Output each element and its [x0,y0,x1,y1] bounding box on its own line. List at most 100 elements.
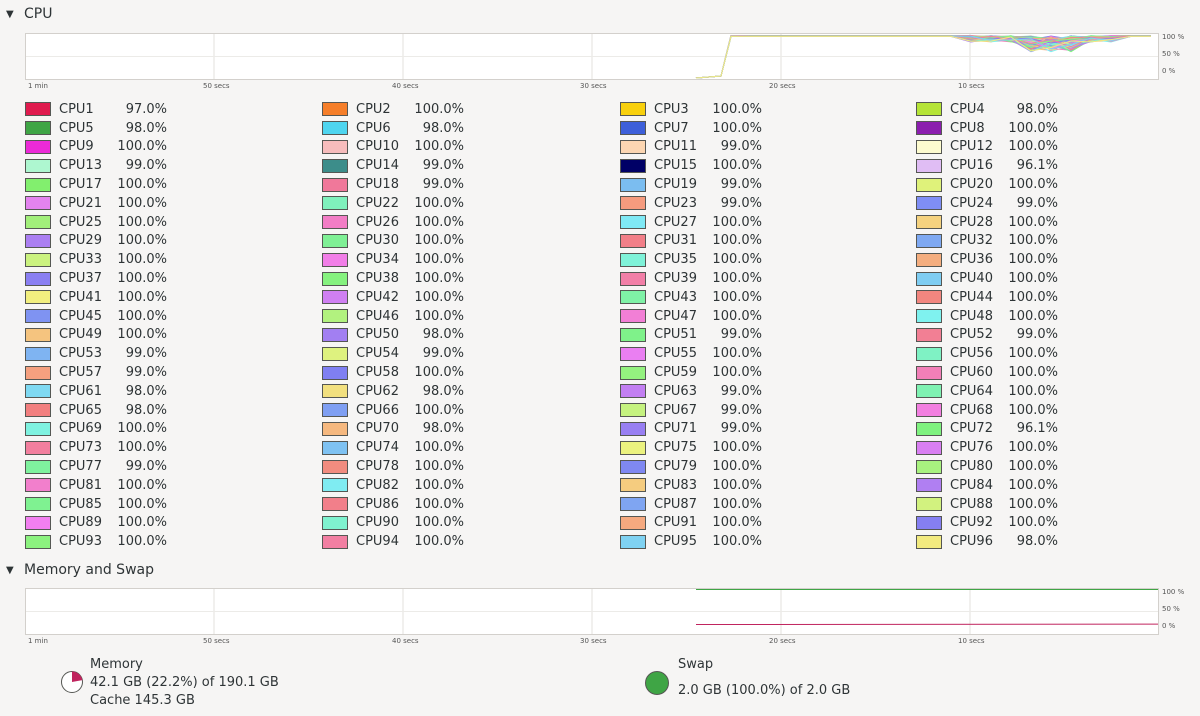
cpu-color-swatch[interactable] [620,158,646,173]
cpu-color-swatch[interactable] [322,252,348,267]
cpu-color-swatch[interactable] [322,290,348,305]
cpu-color-swatch[interactable] [25,421,51,436]
cpu-color-swatch[interactable] [25,102,51,117]
cpu-color-swatch[interactable] [25,271,51,286]
cpu-color-swatch[interactable] [916,403,942,418]
cpu-color-swatch[interactable] [322,139,348,154]
cpu-color-swatch[interactable] [25,215,51,230]
time-label: 40 secs [392,637,419,645]
cpu-color-swatch[interactable] [620,215,646,230]
cpu-color-swatch[interactable] [620,121,646,136]
cpu-color-swatch[interactable] [25,534,51,549]
cpu-color-swatch[interactable] [620,233,646,248]
cpu-color-swatch[interactable] [25,252,51,267]
cpu-color-swatch[interactable] [25,497,51,512]
cpu-color-swatch[interactable] [322,459,348,474]
cpu-color-swatch[interactable] [916,384,942,399]
cpu-color-swatch[interactable] [25,478,51,493]
cpu-color-swatch[interactable] [916,534,942,549]
cpu-color-swatch[interactable] [620,346,646,361]
cpu-color-swatch[interactable] [25,290,51,305]
cpu-color-swatch[interactable] [620,177,646,192]
cpu-color-swatch[interactable] [322,177,348,192]
cpu-color-swatch[interactable] [916,177,942,192]
cpu-color-swatch[interactable] [916,440,942,455]
cpu-color-swatch[interactable] [25,403,51,418]
cpu-color-swatch[interactable] [916,478,942,493]
cpu-color-swatch[interactable] [620,309,646,324]
cpu-color-swatch[interactable] [620,478,646,493]
cpu-color-swatch[interactable] [322,102,348,117]
cpu-color-swatch[interactable] [916,121,942,136]
cpu-color-swatch[interactable] [322,346,348,361]
cpu-color-swatch[interactable] [25,196,51,211]
cpu-color-swatch[interactable] [916,252,942,267]
cpu-color-swatch[interactable] [322,515,348,530]
cpu-color-swatch[interactable] [322,365,348,380]
cpu-color-swatch[interactable] [620,497,646,512]
cpu-color-swatch[interactable] [916,459,942,474]
cpu-color-swatch[interactable] [916,233,942,248]
cpu-color-swatch[interactable] [620,515,646,530]
cpu-color-swatch[interactable] [916,515,942,530]
cpu-color-swatch[interactable] [25,384,51,399]
cpu-color-swatch[interactable] [25,515,51,530]
cpu-color-swatch[interactable] [322,403,348,418]
cpu-color-swatch[interactable] [620,440,646,455]
cpu-color-swatch[interactable] [25,327,51,342]
cpu-color-swatch[interactable] [916,327,942,342]
cpu-color-swatch[interactable] [25,459,51,474]
cpu-color-swatch[interactable] [916,365,942,380]
cpu-color-swatch[interactable] [620,327,646,342]
cpu-color-swatch[interactable] [322,215,348,230]
cpu-color-swatch[interactable] [620,534,646,549]
cpu-color-swatch[interactable] [916,102,942,117]
cpu-section-toggle[interactable]: ▼ CPU [6,4,52,24]
cpu-color-swatch[interactable] [620,421,646,436]
cpu-color-swatch[interactable] [322,271,348,286]
cpu-color-swatch[interactable] [916,196,942,211]
cpu-color-swatch[interactable] [916,158,942,173]
cpu-color-swatch[interactable] [25,139,51,154]
cpu-color-swatch[interactable] [916,421,942,436]
cpu-color-swatch[interactable] [322,327,348,342]
cpu-legend-item: CPU40 100.0% [916,269,1058,288]
cpu-color-swatch[interactable] [322,534,348,549]
cpu-color-swatch[interactable] [25,233,51,248]
memory-section-toggle[interactable]: ▼ Memory and Swap [6,560,154,580]
cpu-color-swatch[interactable] [322,309,348,324]
cpu-color-swatch[interactable] [620,403,646,418]
cpu-color-swatch[interactable] [322,478,348,493]
cpu-color-swatch[interactable] [916,346,942,361]
cpu-color-swatch[interactable] [322,158,348,173]
cpu-color-swatch[interactable] [620,384,646,399]
cpu-color-swatch[interactable] [25,177,51,192]
cpu-color-swatch[interactable] [916,215,942,230]
cpu-color-swatch[interactable] [916,139,942,154]
cpu-color-swatch[interactable] [322,233,348,248]
cpu-color-swatch[interactable] [916,290,942,305]
cpu-color-swatch[interactable] [322,384,348,399]
cpu-color-swatch[interactable] [322,440,348,455]
cpu-color-swatch[interactable] [916,271,942,286]
cpu-color-swatch[interactable] [322,497,348,512]
cpu-color-swatch[interactable] [916,497,942,512]
cpu-color-swatch[interactable] [620,459,646,474]
cpu-color-swatch[interactable] [620,290,646,305]
cpu-color-swatch[interactable] [25,365,51,380]
cpu-color-swatch[interactable] [620,252,646,267]
cpu-color-swatch[interactable] [25,158,51,173]
cpu-color-swatch[interactable] [620,365,646,380]
cpu-color-swatch[interactable] [916,309,942,324]
cpu-color-swatch[interactable] [322,121,348,136]
cpu-color-swatch[interactable] [620,196,646,211]
cpu-color-swatch[interactable] [25,440,51,455]
cpu-color-swatch[interactable] [620,102,646,117]
cpu-color-swatch[interactable] [25,309,51,324]
cpu-color-swatch[interactable] [25,121,51,136]
cpu-color-swatch[interactable] [25,346,51,361]
cpu-color-swatch[interactable] [620,139,646,154]
cpu-color-swatch[interactable] [322,421,348,436]
cpu-color-swatch[interactable] [620,271,646,286]
cpu-color-swatch[interactable] [322,196,348,211]
